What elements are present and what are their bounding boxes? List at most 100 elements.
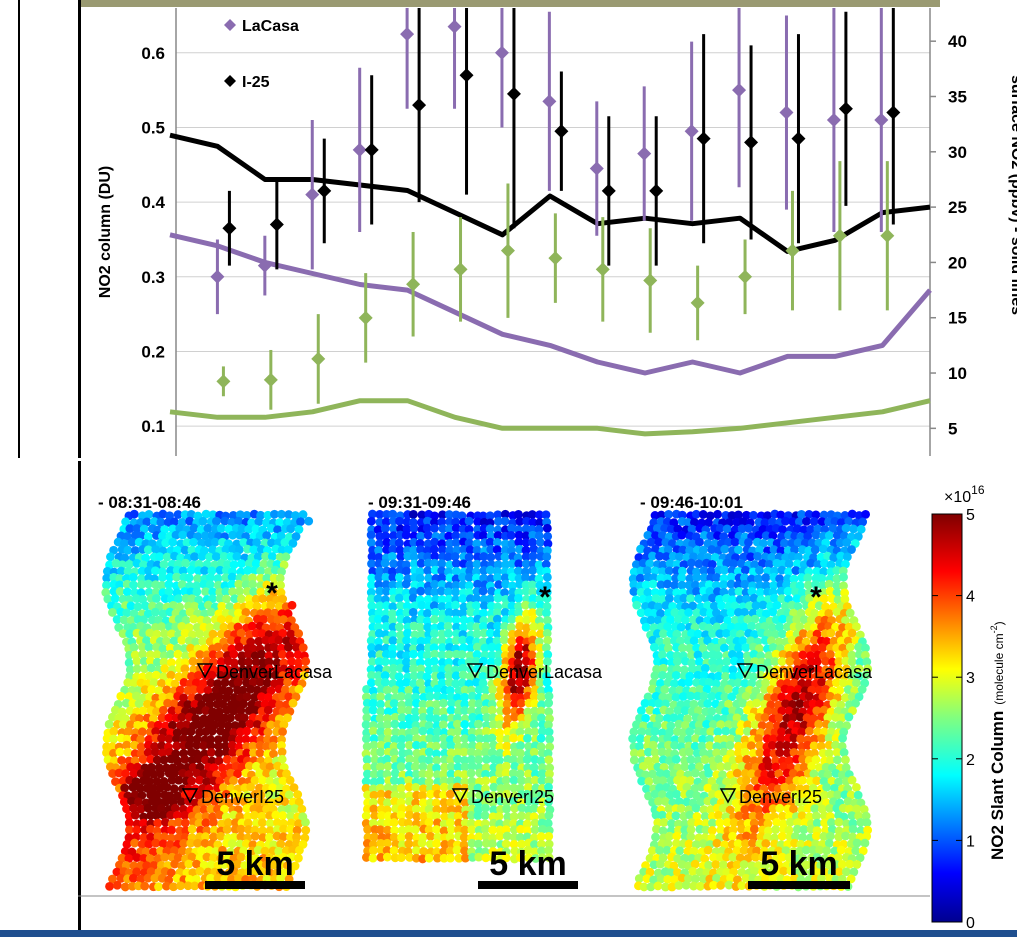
pixel xyxy=(129,769,139,779)
pixel xyxy=(295,845,304,855)
pixel xyxy=(122,804,131,814)
colorbar-tick-label: 5 xyxy=(966,507,975,524)
pixel xyxy=(545,742,555,752)
pixel xyxy=(108,608,117,617)
pixel xyxy=(741,643,751,652)
pixel xyxy=(208,650,218,660)
pixel xyxy=(416,559,426,568)
pixel xyxy=(452,735,462,745)
pixel xyxy=(415,573,425,583)
pixel xyxy=(691,803,701,813)
pixel xyxy=(493,621,503,631)
pixel xyxy=(264,567,274,577)
pixel xyxy=(138,649,148,659)
pixel xyxy=(659,817,669,827)
pixel xyxy=(501,768,511,778)
pixel xyxy=(402,601,412,611)
pixel xyxy=(253,798,263,808)
pixel xyxy=(389,559,399,569)
pixel xyxy=(144,642,154,652)
data-point xyxy=(785,243,800,258)
pixel xyxy=(222,705,232,715)
pixel xyxy=(388,602,398,612)
data-point xyxy=(263,372,278,387)
pixel xyxy=(514,643,524,653)
pixel xyxy=(536,587,545,597)
pixel xyxy=(528,594,538,604)
pixel xyxy=(374,664,384,674)
pixel xyxy=(262,573,272,583)
pixel xyxy=(384,790,393,799)
pixel xyxy=(409,531,419,541)
pixel xyxy=(184,573,194,583)
pixel xyxy=(169,882,178,892)
data-point xyxy=(874,113,889,127)
pixel xyxy=(464,538,474,548)
pixel xyxy=(142,783,152,793)
pixel xyxy=(521,600,530,610)
pixel xyxy=(418,755,427,764)
pixel xyxy=(451,600,460,610)
pixel xyxy=(130,546,140,555)
pixel xyxy=(146,663,156,673)
pixel xyxy=(468,691,477,701)
pixel xyxy=(472,559,482,569)
pixel xyxy=(703,699,713,708)
pixel xyxy=(515,677,525,687)
pixel xyxy=(447,698,457,708)
pixel xyxy=(257,692,266,702)
pixel xyxy=(259,559,269,569)
pixel xyxy=(493,516,503,526)
pixel xyxy=(521,531,531,541)
pixel xyxy=(530,727,539,737)
pixel xyxy=(284,510,294,519)
pixel xyxy=(184,859,194,869)
pixel xyxy=(208,629,218,639)
pixel xyxy=(121,698,131,708)
pixel xyxy=(367,670,376,680)
pixel xyxy=(423,595,433,604)
pixel xyxy=(208,545,218,555)
pixel xyxy=(416,643,425,653)
pixel xyxy=(367,643,376,652)
pixel xyxy=(142,636,151,645)
pixel xyxy=(247,860,257,870)
pixel xyxy=(522,615,532,625)
pixel xyxy=(264,651,274,661)
pixel xyxy=(474,699,484,709)
pixel xyxy=(186,727,196,737)
pixel xyxy=(109,734,119,744)
pixel xyxy=(544,698,554,708)
pixel xyxy=(544,776,554,786)
series-green xyxy=(216,161,895,410)
pixel xyxy=(677,530,687,540)
pixel xyxy=(143,609,153,619)
pixel xyxy=(535,678,545,688)
pixel xyxy=(740,579,750,589)
pixel xyxy=(248,573,258,583)
pixel xyxy=(537,726,547,736)
pixel xyxy=(149,769,159,779)
pixel xyxy=(486,601,496,611)
pixel xyxy=(404,720,414,729)
pixel xyxy=(102,573,112,583)
pixel xyxy=(274,601,284,611)
pixel xyxy=(252,685,262,695)
pixel xyxy=(436,586,446,596)
pixel xyxy=(479,628,489,638)
pixel xyxy=(404,685,414,695)
pixel xyxy=(271,810,281,820)
pixel xyxy=(228,748,238,757)
pixel xyxy=(173,756,182,766)
pixel xyxy=(680,762,690,772)
pixel xyxy=(521,671,531,680)
pixel xyxy=(254,517,264,526)
pixel xyxy=(194,754,204,764)
pixel xyxy=(188,656,198,666)
pixel xyxy=(242,671,252,680)
pixel xyxy=(199,579,209,589)
pixel xyxy=(136,734,146,744)
pixel xyxy=(478,586,488,596)
pixel xyxy=(151,587,161,597)
pixel xyxy=(536,706,546,716)
